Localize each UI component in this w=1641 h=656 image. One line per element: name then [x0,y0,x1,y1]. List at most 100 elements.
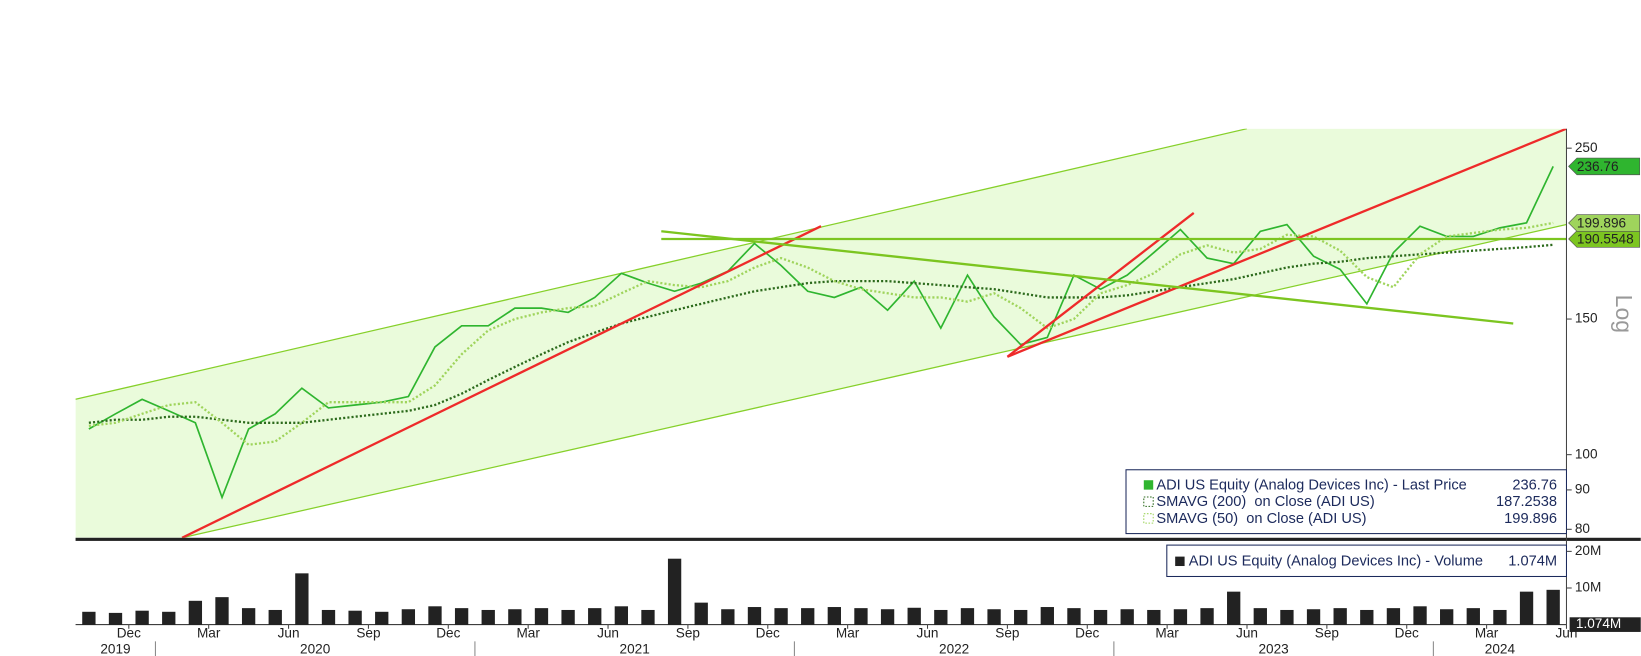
volume-bar [348,610,362,625]
year-label: 2024 [1485,641,1516,656]
volume-bar [428,606,442,625]
y-tick-label: 90 [1575,482,1591,497]
volume-bar [1067,608,1081,625]
volume-bar [934,609,948,625]
volume-bar [588,608,602,625]
volume-bar [108,612,123,625]
legend-swatch [1175,556,1185,567]
volume-bar [801,608,815,625]
series-line [88,165,1554,500]
trend-line [1006,128,1567,358]
x-tick-label: Jun [1236,626,1258,641]
volume-bar [534,608,549,625]
legend-label: SMAVG (50) on Close (ADI US) [1156,511,1366,527]
price-tag [1568,157,1641,176]
volume-bar [162,611,176,625]
price-tag [1568,230,1641,248]
volume-bar [375,611,389,625]
y-tick-label: 100 [1575,446,1598,461]
x-tick-label: Mar [197,626,221,641]
volume-bar [188,600,203,625]
channel-line [75,128,1248,400]
price-plot [75,128,1567,538]
x-tick-label: Jun [1556,626,1578,641]
legend-value: 1.074M [1508,554,1557,570]
legend-box [1166,544,1568,578]
x-tick-label: Jun [597,626,619,641]
x-tick-label: Sep [676,626,700,641]
year-label: 2023 [1258,641,1288,656]
volume-bar [960,608,975,625]
x-tick-label: Dec [756,626,780,641]
volume-bar [1333,608,1347,625]
volume-bar [1519,591,1534,625]
volume-bar [827,607,841,625]
y-tick-label: 80 [1575,521,1591,536]
price-tag [1568,214,1641,232]
legend-box [1125,469,1568,535]
legend-value: 187.2538 [1496,494,1557,510]
volume-bar [1253,608,1267,625]
volume-bar [1466,608,1480,625]
volume-bar [1360,609,1374,625]
x-tick-label: Sep [995,626,1019,641]
volume-bar [1093,609,1108,625]
volume-bar [1120,609,1134,625]
volume-bar [721,609,735,625]
x-tick-label: Dec [117,626,141,641]
y-tick-label: 20M [1575,543,1601,558]
y-tick-label: 250 [1575,140,1598,155]
legend-value: 199.896 [1504,511,1557,527]
x-tick-label: Mar [1475,626,1499,641]
x-tick-label: Mar [836,626,860,641]
volume-bar [854,608,868,625]
volume-bar [1147,609,1161,625]
legend-label: ADI US Equity (Analog Devices Inc) - Las… [1156,477,1467,493]
x-tick-label: Dec [436,626,460,641]
x-tick-label: Jun [917,626,939,641]
volume-bar [667,558,682,625]
volume-bar [747,607,762,625]
volume-bar [1413,606,1427,625]
x-tick-label: Dec [1395,626,1419,641]
log-label: Log [1611,295,1637,333]
series-line [88,243,1554,424]
volume-tag [1569,617,1641,632]
volume-bar [1306,609,1321,625]
year-label: 2020 [300,641,331,656]
x-tick-label: Mar [516,626,540,641]
volume-bar [135,610,149,625]
volume-legend: ADI US Equity (Analog Devices Inc) - Vol… [1166,544,1568,578]
volume-bar [1440,609,1454,625]
volume-bar [641,609,655,625]
price-tag-label: 190.5548 [1577,232,1634,247]
y-tick-label: 150 [1575,311,1598,326]
volume-bar [215,597,229,625]
volume-bar [1493,609,1507,625]
price-legend: ADI US Equity (Analog Devices Inc) - Las… [1125,469,1568,535]
volume-bar [481,609,495,625]
year-label: 2019 [100,641,130,656]
channel-line [181,223,1567,538]
volume-bar [295,573,309,625]
volume-bar [1546,589,1560,625]
volume-bar [1040,607,1054,625]
legend-label: SMAVG (200) on Close (ADI US) [1156,494,1374,510]
x-tick-label: Jun [278,626,300,641]
volume-bar [1386,608,1401,625]
volume-bar [1200,608,1214,625]
volume-bar [614,606,629,625]
volume-bar [1280,609,1294,625]
volume-bar [508,609,522,625]
x-tick-label: Dec [1075,626,1099,641]
volume-bar [268,609,282,625]
volume-bar [82,611,96,625]
legend-swatch [1143,496,1154,507]
volume-bar [321,609,336,625]
volume-bar [694,602,708,625]
x-tick-label: Sep [356,626,380,641]
price-tag-label: 236.76 [1577,159,1619,174]
legend-label: ADI US Equity (Analog Devices Inc) - Vol… [1189,554,1483,570]
